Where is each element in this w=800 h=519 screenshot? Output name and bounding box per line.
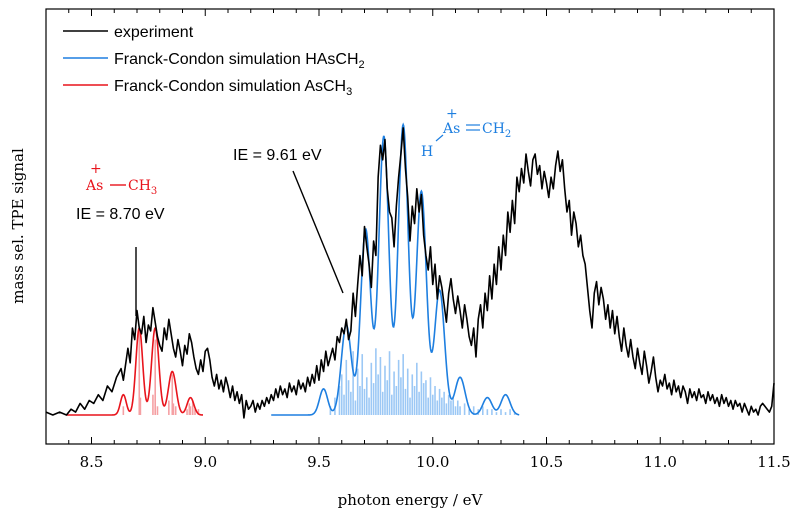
hasch2-charge: + [446, 106, 458, 122]
asch3-ch: CH [128, 178, 151, 194]
hasch2-structure: + H As CH2 [421, 106, 511, 160]
legend-label-hasch2-main: Franck-Condon simulation HAsCH [114, 51, 359, 68]
legend-label-asch3-main: Franck-Condon simulation AsCH [114, 78, 346, 95]
ie-marker-line-hasch2 [292, 170, 344, 294]
x-axis-title: photon energy / eV [338, 491, 484, 509]
asch3-structure: + As CH3 [85, 161, 157, 197]
hasch2-h-bond [435, 134, 444, 142]
legend: experiment Franck-Condon simulation HAsC… [63, 24, 365, 98]
legend-label-hasch2: Franck-Condon simulation HAsCH2 [114, 51, 365, 71]
legend-label-hasch2-sub: 2 [359, 59, 365, 71]
x-tick-label: 9.0 [193, 453, 217, 471]
x-tick-label: 11.0 [644, 453, 677, 471]
x-tick-label: 11.5 [757, 453, 790, 471]
plot-area [45, 122, 775, 419]
asch3-as-atom: As [85, 178, 103, 194]
x-tick-label: 10.5 [530, 453, 563, 471]
ie-annotation-hasch2: IE = 9.61 eV [233, 147, 322, 164]
asch3-methyl: CH3 [128, 178, 157, 197]
experiment-line [45, 127, 775, 419]
x-tick-label: 9.5 [307, 453, 331, 471]
hasch2-as-atom: As [442, 121, 460, 137]
hasch2-h-atom: H [421, 144, 433, 160]
asch3-charge: + [90, 161, 102, 177]
hasch2-simulation-line [271, 122, 520, 416]
hasch2-methylene: CH2 [482, 121, 511, 140]
asch3-sub: 3 [151, 186, 157, 197]
asch3-simulation-line [66, 326, 203, 416]
x-axis-ticks: 8.5 9.0 9.5 10.0 10.5 11.0 11.5 [45, 9, 791, 471]
ie-annotation-asch3: IE = 8.70 eV [76, 206, 165, 223]
hasch2-ch: CH [482, 121, 505, 137]
y-axis-title: mass sel. TPE signal [9, 148, 27, 304]
x-tick-label: 10.0 [416, 453, 449, 471]
legend-label-asch3-sub: 3 [346, 86, 352, 98]
legend-label-experiment: experiment [114, 24, 194, 41]
legend-label-asch3: Franck-Condon simulation AsCH3 [114, 78, 352, 98]
hasch2-sub: 2 [505, 129, 511, 140]
x-tick-label: 8.5 [80, 453, 104, 471]
